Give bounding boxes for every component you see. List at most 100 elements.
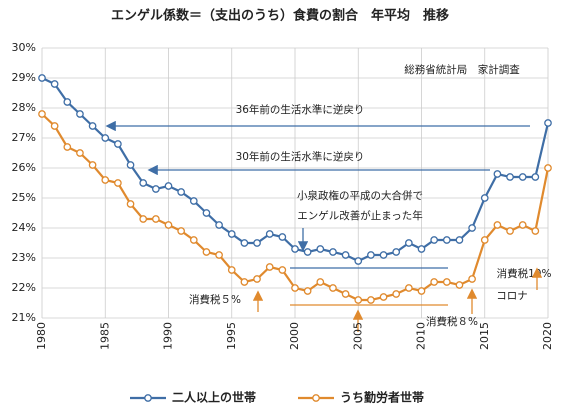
x-tick-label: 1995 <box>225 322 238 350</box>
point <box>404 284 413 292</box>
point <box>265 263 274 271</box>
point <box>227 230 236 238</box>
point <box>316 245 325 253</box>
point <box>367 296 375 304</box>
x-tick-label: 2000 <box>288 322 301 350</box>
point <box>177 227 185 235</box>
point <box>341 290 350 298</box>
point <box>101 176 110 184</box>
y-tick-label: 23% <box>12 251 36 264</box>
point <box>76 149 84 157</box>
annotation: 消費税５% <box>189 293 241 306</box>
annotation: 消費税８% <box>426 315 478 328</box>
y-tick-label: 21% <box>12 311 36 324</box>
x-tick-label: 2010 <box>415 322 428 350</box>
point <box>202 209 211 217</box>
legend-label: うち勤労者世帯 <box>340 390 424 405</box>
point <box>392 248 401 256</box>
point <box>215 251 223 259</box>
point <box>392 290 401 298</box>
point <box>139 215 148 223</box>
y-tick-label: 27% <box>12 131 36 144</box>
y-tick-label: 25% <box>12 191 36 204</box>
point <box>50 80 59 88</box>
y-tick-label: 28% <box>12 101 36 114</box>
y-tick-label: 22% <box>12 281 36 294</box>
point <box>291 245 299 253</box>
point <box>303 287 312 295</box>
point <box>430 236 438 244</box>
point <box>531 227 540 235</box>
y-tick-label: 26% <box>12 161 36 174</box>
point <box>76 110 84 118</box>
point <box>354 257 363 265</box>
point <box>38 110 46 118</box>
point <box>227 266 236 274</box>
point <box>164 182 173 190</box>
y-tick-label: 30% <box>12 41 36 54</box>
x-tick-label: 1990 <box>162 322 175 350</box>
annotation: 消費税10% <box>497 267 552 280</box>
point <box>265 230 274 238</box>
point <box>316 278 325 286</box>
point <box>101 134 110 142</box>
source: 総務省統計局 家計調査 <box>404 63 520 76</box>
chart-title: エンゲル係数＝（支出のうち）食費の割合 年平均 推移 <box>111 8 449 24</box>
point <box>417 287 426 295</box>
point <box>430 278 438 286</box>
legend-label: 二人以上の世帯 <box>172 390 256 405</box>
point <box>189 236 198 244</box>
point <box>468 224 476 232</box>
point <box>544 119 552 127</box>
point <box>189 197 198 205</box>
annotation: 30年前の生活水準に逆戻り <box>236 150 365 163</box>
point <box>506 227 514 235</box>
annotation: 36年前の生活水準に逆戻り <box>236 103 365 116</box>
legend-marker <box>312 394 320 402</box>
point <box>480 194 489 202</box>
point <box>63 98 72 106</box>
point <box>379 293 388 301</box>
point <box>404 239 413 247</box>
point <box>531 173 540 181</box>
x-tick-label: 2005 <box>351 322 364 350</box>
point <box>152 185 160 193</box>
point <box>126 161 135 169</box>
point <box>303 248 312 256</box>
point <box>152 215 160 223</box>
point <box>493 170 502 178</box>
point <box>455 236 464 244</box>
point <box>468 275 476 283</box>
point <box>442 236 451 244</box>
annotations: 36年前の生活水準に逆戻り 30年前の生活水準に逆戻り 小泉政権の平成の大合併で… <box>105 103 552 332</box>
x-tick-label: 1980 <box>35 322 48 350</box>
point <box>506 173 514 181</box>
point <box>354 296 363 304</box>
y-tick-label: 29% <box>12 71 36 84</box>
point <box>291 284 299 292</box>
point <box>417 245 426 253</box>
point <box>126 200 135 208</box>
point <box>341 251 350 259</box>
point <box>278 266 287 274</box>
point <box>544 164 552 172</box>
point <box>442 278 451 286</box>
point <box>329 284 337 292</box>
legend-marker <box>144 394 152 402</box>
point <box>518 221 527 229</box>
point <box>114 140 122 148</box>
point <box>202 248 211 256</box>
point <box>164 221 173 229</box>
point <box>240 239 249 247</box>
point <box>50 122 59 130</box>
annotation: エンゲル改善が止まった年 <box>297 209 423 222</box>
point <box>367 251 375 259</box>
x-tick-label: 2015 <box>478 322 491 350</box>
y-tick-label: 24% <box>12 221 36 234</box>
point <box>38 74 46 82</box>
point <box>278 233 287 241</box>
annotation: 小泉政権の平成の大合併で <box>297 189 423 202</box>
point <box>379 251 388 259</box>
point <box>240 278 249 286</box>
